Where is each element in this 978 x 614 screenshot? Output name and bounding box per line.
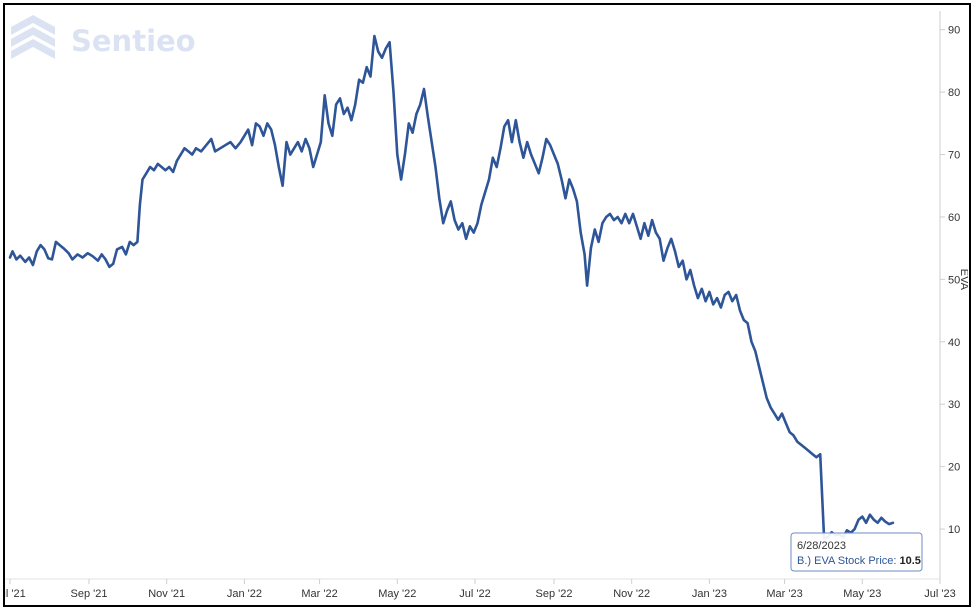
y-tick-label: 40 (948, 337, 960, 349)
x-tick-label: Jul '22 (459, 588, 490, 600)
x-tick-label: Nov '21 (148, 588, 185, 600)
tooltip-box (790, 532, 923, 572)
x-tick-label: Sep '22 (536, 588, 573, 600)
y-tick-label: 20 (948, 462, 960, 474)
tooltip-series: B.) EVA Stock Price: 10.5 (797, 555, 921, 567)
x-tick-label: May '22 (378, 588, 416, 600)
series-group (8, 34, 895, 540)
x-tick-label: Jan '23 (692, 588, 727, 600)
series-line (8, 34, 895, 540)
eva-price-chart: Sentieo 10 20 30 40 50 60 70 80 90 Jul '21 Sep '2… (5, 11, 968, 600)
y-tick-label: 70 (948, 150, 960, 162)
x-tick-label: Sep '21 (71, 588, 108, 600)
x-tick-label: Jul '21 (5, 588, 26, 600)
x-tick-label: Jul '23 (924, 588, 955, 600)
x-tick-label: May '23 (843, 588, 881, 600)
chart-frame: Sentieo 10 20 30 40 50 60 70 80 90 Jul '21 Sep '2… (3, 3, 971, 607)
y-tick-label: 30 (948, 399, 960, 411)
y-tick-label: 50 (948, 274, 960, 286)
y-axis-title: EVA (958, 269, 968, 291)
tooltip-value: 10.5 (899, 555, 920, 567)
x-tick-label: Jan '22 (227, 588, 262, 600)
x-axis-ticks: Jul '21 Sep '21 Nov '21 Jan '22 Mar '22 May '… (5, 579, 956, 600)
sentieo-logo-icon (11, 15, 55, 59)
x-tick-label: Mar '23 (766, 588, 802, 600)
y-axis-ticks: 10 20 30 40 50 60 70 80 90 (940, 25, 960, 536)
y-tick-label: 90 (948, 25, 960, 37)
hover-tooltip: 6/28/2023 B.) EVA Stock Price: 10.5 (790, 532, 923, 572)
watermark-text: Sentieo (71, 24, 196, 58)
x-tick-label: Nov '22 (613, 588, 650, 600)
tooltip-date: 6/28/2023 (797, 540, 846, 552)
y-tick-label: 60 (948, 212, 960, 224)
tooltip-series-label: B.) EVA Stock Price: (797, 555, 896, 567)
x-tick-label: Mar '22 (301, 588, 337, 600)
y-tick-label: 80 (948, 87, 960, 99)
y-tick-label: 10 (948, 524, 960, 536)
